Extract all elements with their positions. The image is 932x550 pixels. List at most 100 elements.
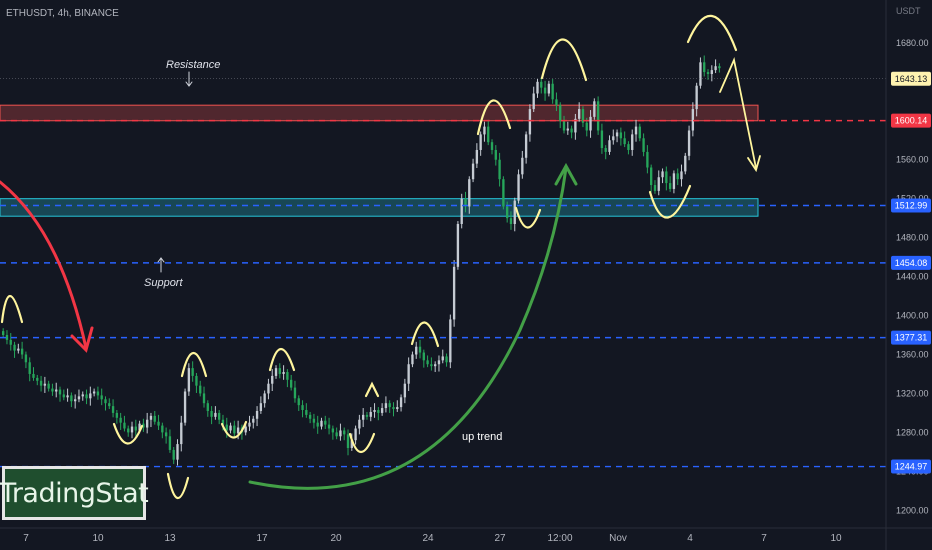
candle-body — [305, 410, 308, 415]
candle-body — [274, 368, 278, 376]
candle-body — [39, 380, 43, 386]
price-tick-label: 1360.00 — [896, 349, 929, 359]
candle-body — [85, 394, 88, 399]
candle-body — [646, 151, 649, 168]
uptrend-arrow-head — [554, 162, 578, 186]
candle-body — [130, 426, 134, 433]
candle-body — [657, 177, 660, 191]
price-tick-label: 1280.00 — [896, 427, 929, 437]
candle-body — [157, 421, 160, 426]
candle-body — [384, 403, 388, 409]
candle-body — [653, 185, 657, 191]
candle-body — [540, 81, 543, 88]
candle-body — [259, 403, 263, 411]
currency-label: USDT — [896, 6, 921, 16]
time-tick-label: 10 — [830, 533, 842, 544]
price-tick-label: 1480.00 — [896, 233, 929, 243]
candle-body — [96, 391, 100, 396]
price-tick-label: 1400.00 — [896, 311, 929, 321]
time-axis[interactable]: 7 10 13 17 20 24 27 12:00 Nov 4 7 10 — [0, 527, 932, 544]
candle-body — [89, 393, 92, 399]
candle-body — [604, 148, 607, 152]
candle-body — [456, 223, 460, 267]
price-tag-label: 1244.97 — [895, 462, 928, 472]
candle-body — [70, 395, 73, 402]
candle-body — [43, 383, 47, 386]
candle-body — [331, 428, 335, 433]
candle-body — [612, 136, 615, 141]
time-tick-label: 4 — [687, 533, 693, 544]
candle-body — [585, 122, 588, 131]
candle-body — [369, 411, 372, 417]
time-tick-label: 27 — [494, 533, 506, 544]
candle-body — [559, 105, 562, 121]
price-tag — [891, 113, 931, 128]
candle-body — [619, 132, 623, 139]
candle-body — [418, 346, 422, 353]
candle-body — [51, 388, 54, 392]
candle-body — [672, 173, 676, 189]
price-tag — [891, 255, 931, 270]
candle-body — [634, 126, 638, 135]
candle-body — [411, 354, 414, 365]
peak-mark — [686, 14, 738, 52]
candle-body — [547, 83, 551, 94]
price-tag-label: 1377.31 — [895, 333, 928, 343]
candle-body — [293, 387, 297, 399]
candle-body — [596, 101, 600, 131]
time-tick-label: 12:00 — [547, 533, 572, 544]
time-tick-label: 24 — [422, 533, 434, 544]
candle-body — [153, 415, 156, 422]
price-tag — [891, 71, 931, 86]
price-tag-label: 1600.14 — [895, 116, 928, 126]
resistance-zone — [0, 104, 759, 122]
candle-body — [642, 138, 645, 152]
peak-mark — [0, 295, 24, 324]
candle-body — [676, 173, 679, 180]
candle-body — [684, 155, 687, 172]
uptrend-arrow — [248, 166, 568, 490]
candle-body — [168, 436, 172, 450]
price-tick-label: 1560.00 — [896, 155, 929, 165]
candle-body — [5, 335, 9, 340]
candle-body — [199, 385, 202, 394]
candle-body — [278, 368, 281, 374]
candle-body — [589, 116, 592, 131]
candle-body — [434, 364, 437, 367]
candle-body — [335, 432, 338, 437]
candle-body — [487, 126, 490, 143]
candle-body — [437, 360, 441, 365]
candle-body — [445, 356, 448, 363]
candle-body — [373, 410, 376, 412]
candle-body — [718, 66, 721, 69]
candle-body — [691, 109, 695, 131]
price-tick-label: 1320.00 — [896, 388, 929, 398]
candle-body — [233, 425, 236, 434]
candle-body — [426, 360, 429, 365]
candle-body — [301, 405, 304, 411]
candle-body — [362, 414, 365, 420]
price-tag — [891, 330, 931, 345]
candle-body — [615, 132, 619, 137]
resistance-pointer — [185, 71, 193, 87]
candle-body — [13, 344, 16, 351]
candle-body — [627, 144, 630, 150]
candle-body — [710, 70, 713, 75]
candle-body — [581, 109, 585, 123]
price-tag-label: 1512.99 — [895, 200, 928, 210]
candle-body — [468, 179, 471, 207]
candle-body — [92, 391, 96, 394]
candle-body — [297, 398, 300, 406]
candle-body — [58, 389, 62, 395]
candle-body — [146, 419, 149, 428]
candle-body — [36, 377, 39, 381]
candle-body — [562, 120, 566, 131]
candle-body — [327, 424, 331, 429]
candle-body — [236, 427, 240, 434]
annotation-layer: Resistance Support up trend — [144, 59, 502, 443]
candle-body — [513, 200, 516, 224]
downtrend-arrow-head — [70, 326, 94, 353]
candle-body — [32, 373, 35, 378]
candle-body — [665, 171, 668, 184]
